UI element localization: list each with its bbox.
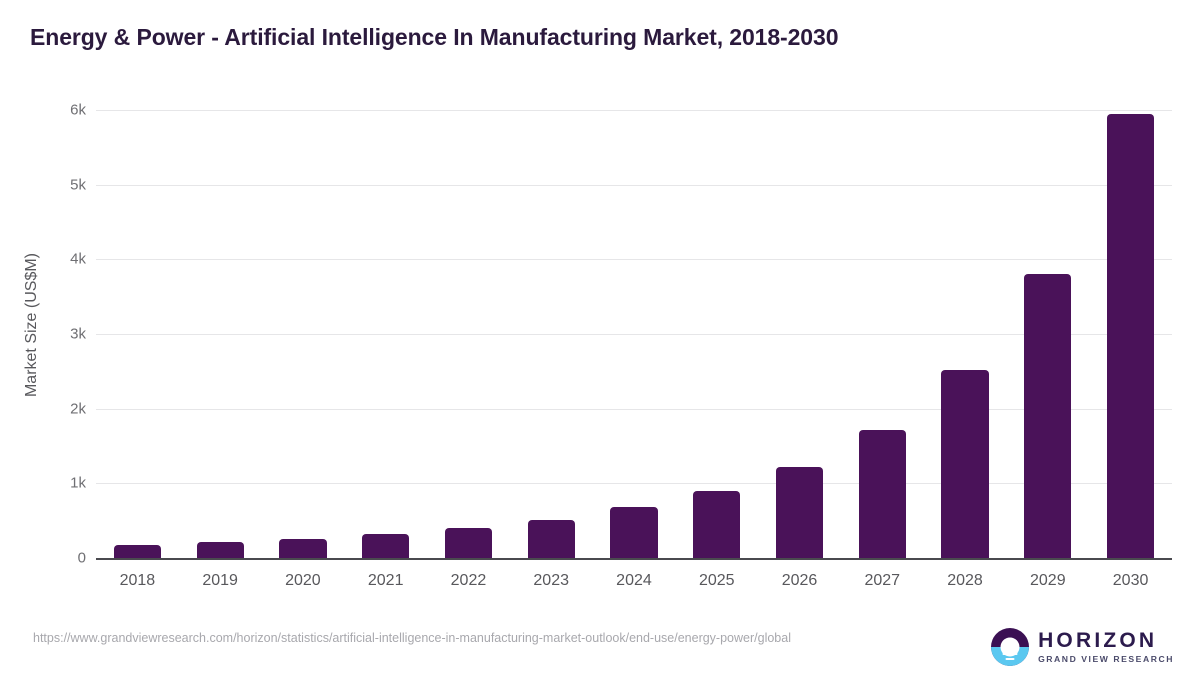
bar-slot <box>924 90 1007 558</box>
x-tick-label-2026: 2026 <box>781 572 818 589</box>
bar-2019[interactable] <box>196 541 244 558</box>
bar-2021[interactable] <box>362 534 410 558</box>
bar-slot <box>262 90 345 558</box>
bar-2029[interactable] <box>1024 274 1072 558</box>
source-url[interactable]: https://www.grandviewresearch.com/horizo… <box>33 631 791 645</box>
bar-slot <box>510 90 593 558</box>
x-tick-label-2021: 2021 <box>367 572 404 589</box>
bar-2022[interactable] <box>444 528 493 558</box>
gridline <box>96 483 1172 485</box>
logo-inner-dome <box>1000 637 1020 657</box>
bar-series <box>96 90 1172 558</box>
y-tick-label: 5k <box>70 176 86 194</box>
logo-name: HORIZON <box>1038 629 1158 653</box>
gridline <box>96 184 1172 186</box>
x-tick-label-2030: 2030 <box>1112 572 1149 589</box>
gridlines <box>96 90 1172 570</box>
bar-2026[interactable] <box>775 466 824 558</box>
logo-lower-half <box>991 647 1030 666</box>
y-tick-label: 4k <box>70 250 86 268</box>
y-tick-label: 0 <box>77 549 86 567</box>
gridline <box>96 110 1172 111</box>
x-tick-label-2018: 2018 <box>119 572 156 589</box>
bar-2027[interactable] <box>858 429 906 558</box>
x-tick-label-2022: 2022 <box>450 572 487 589</box>
logo-line-lower <box>1005 657 1015 660</box>
x-tick-label-2029: 2029 <box>1030 572 1066 589</box>
x-tick-label-2028: 2028 <box>947 572 983 589</box>
bar-2018[interactable] <box>113 544 161 558</box>
x-tick-label-2024: 2024 <box>616 572 652 589</box>
bar-slot <box>758 90 841 558</box>
bar-2020[interactable] <box>279 538 327 558</box>
bar-slot <box>96 90 179 558</box>
logo-line-upper <box>1002 653 1018 655</box>
x-tick-label-2025: 2025 <box>698 572 735 589</box>
gridline <box>96 334 1172 335</box>
y-tick-label: 2k <box>70 400 86 418</box>
x-tick-label-2023: 2023 <box>533 572 569 589</box>
bar-slot <box>427 90 510 558</box>
plot-area: Market Size (US$M) 0 1k 2k 3k 4k 5k 6k 2018 201… <box>0 90 1200 589</box>
bar-slot <box>841 90 924 558</box>
bar-slot <box>675 90 758 558</box>
bar-slot <box>1089 90 1172 558</box>
logo-tagline: GRAND VIEW RESEARCH <box>1038 654 1174 665</box>
y-tick-label: 3k <box>70 325 86 343</box>
horizon-logo: HORIZON GRAND VIEW RESEARCH <box>991 628 1174 666</box>
bar-slot <box>344 90 427 558</box>
bar-2025[interactable] <box>693 490 741 558</box>
y-tick-label: 1k <box>70 474 86 492</box>
x-tick-label-2019: 2019 <box>202 572 238 589</box>
logo-wordmark: HORIZON GRAND VIEW RESEARCH <box>1038 630 1174 664</box>
bar-slot <box>1006 90 1089 558</box>
page-title: Energy & Power - Artificial Intelligence… <box>30 24 839 50</box>
x-axis-ticks: 2018 2019 2020 2021 2022 2023 2024 2025 2026 2027… <box>96 572 1172 590</box>
x-tick-label-2027: 2027 <box>864 572 901 589</box>
x-tick-label-2020: 2020 <box>285 572 321 589</box>
bar-2030[interactable] <box>1106 113 1155 558</box>
y-axis-ticks: 0 1k 2k 3k 4k 5k 6k <box>0 90 96 570</box>
gridline <box>96 408 1172 410</box>
bar-slot <box>593 90 676 558</box>
gridline <box>96 259 1172 261</box>
footer: https://www.grandviewresearch.com/horizo… <box>0 622 1200 675</box>
horizon-logo-icon <box>991 628 1030 666</box>
axis-baseline <box>96 558 1172 560</box>
y-tick-label: 6k <box>70 101 86 119</box>
bar-2028[interactable] <box>941 369 989 558</box>
bar-2023[interactable] <box>527 519 575 558</box>
bar-2024[interactable] <box>610 507 658 558</box>
bar-slot <box>179 90 262 558</box>
